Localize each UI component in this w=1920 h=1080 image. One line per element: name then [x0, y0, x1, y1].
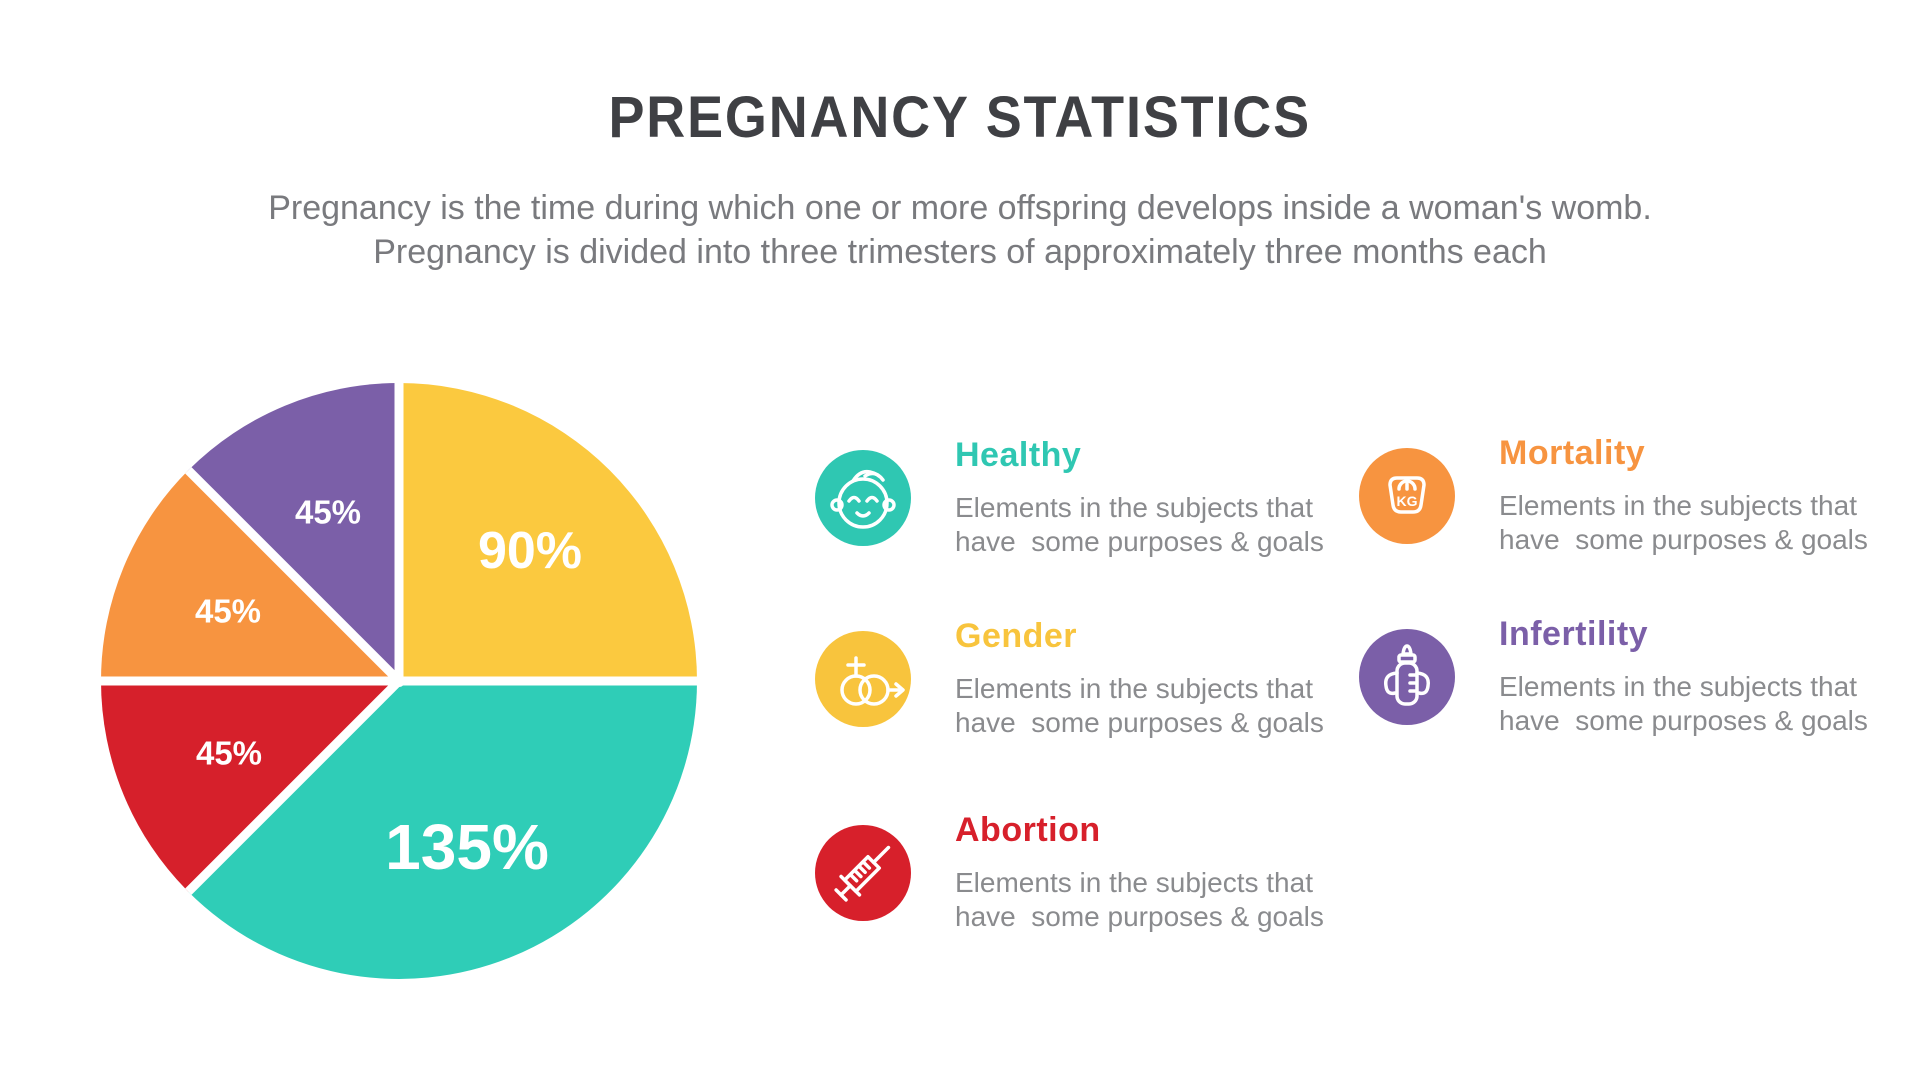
legend-heading-infertility: Infertility	[1499, 615, 1649, 653]
baby-face-icon	[830, 469, 896, 529]
legend-text-mortality: Mortality Elements in the subjects that …	[1499, 430, 1868, 557]
pie-slice-gender	[399, 383, 697, 681]
pie-slice-healthy	[188, 681, 698, 979]
pie-slice-infertility	[188, 383, 399, 681]
subtitle-line-1: Pregnancy is the time during which one o…	[268, 189, 1652, 227]
pie-chart: 90% 135% 45% 45% 45%	[101, 383, 698, 979]
weight-scale-kg-label: KG	[1397, 493, 1418, 509]
legend-item-healthy: Healthy Elements in the subjects that ha…	[815, 432, 1324, 602]
weight-scale-icon: KG	[1388, 476, 1426, 514]
legend-item-gender: Gender Elements in the subjects that hav…	[815, 613, 1324, 783]
pie-label-infertility: 45%	[295, 494, 361, 531]
page-subtitle: Pregnancy is the time during which one o…	[0, 186, 1920, 274]
gender-symbols-icon	[840, 656, 905, 706]
legend-text-infertility: Infertility Elements in the subjects tha…	[1499, 611, 1868, 738]
healthy-badge	[815, 450, 911, 546]
pie-slice-mortality	[101, 470, 399, 681]
legend-desc-infertility: Elements in the subjects that have some …	[1499, 671, 1868, 736]
header: PREGNANCY STATISTICS	[0, 86, 1920, 150]
legend-item-mortality: KG Mortality Elements in the subjects th…	[1359, 430, 1868, 600]
legend-item-abortion: Abortion Elements in the subjects that h…	[815, 807, 1324, 977]
legend-desc-gender: Elements in the subjects that have some …	[955, 673, 1324, 738]
legend-text-healthy: Healthy Elements in the subjects that ha…	[955, 432, 1324, 559]
mortality-badge: KG	[1359, 448, 1455, 544]
pie-label-gender: 90%	[478, 522, 582, 580]
page-title: PREGNANCY STATISTICS	[608, 85, 1312, 150]
pie-center-dot	[393, 675, 405, 687]
abortion-badge	[815, 825, 911, 921]
legend-text-abortion: Abortion Elements in the subjects that h…	[955, 807, 1324, 934]
infertility-badge	[1359, 629, 1455, 725]
legend-heading-abortion: Abortion	[955, 811, 1101, 849]
baby-bottle-icon	[1383, 644, 1431, 706]
legend-heading-healthy: Healthy	[955, 436, 1082, 474]
legend-desc-healthy: Elements in the subjects that have some …	[955, 492, 1324, 557]
pie-slice-abortion	[101, 681, 399, 892]
legend-heading-gender: Gender	[955, 617, 1078, 655]
legend-heading-mortality: Mortality	[1499, 434, 1646, 472]
subtitle-line-2: Pregnancy is divided into three trimeste…	[373, 233, 1547, 271]
legend-desc-mortality: Elements in the subjects that have some …	[1499, 490, 1868, 555]
pie-label-abortion: 45%	[196, 735, 262, 772]
slice-dividers	[101, 383, 697, 895]
syringe-icon	[834, 845, 891, 902]
legend-item-infertility: Infertility Elements in the subjects tha…	[1359, 611, 1868, 781]
legend-desc-abortion: Elements in the subjects that have some …	[955, 867, 1324, 932]
pie-label-healthy: 135%	[385, 811, 549, 883]
gender-badge	[815, 631, 911, 727]
legend-text-gender: Gender Elements in the subjects that hav…	[955, 613, 1324, 740]
pie-label-mortality: 45%	[195, 593, 261, 630]
